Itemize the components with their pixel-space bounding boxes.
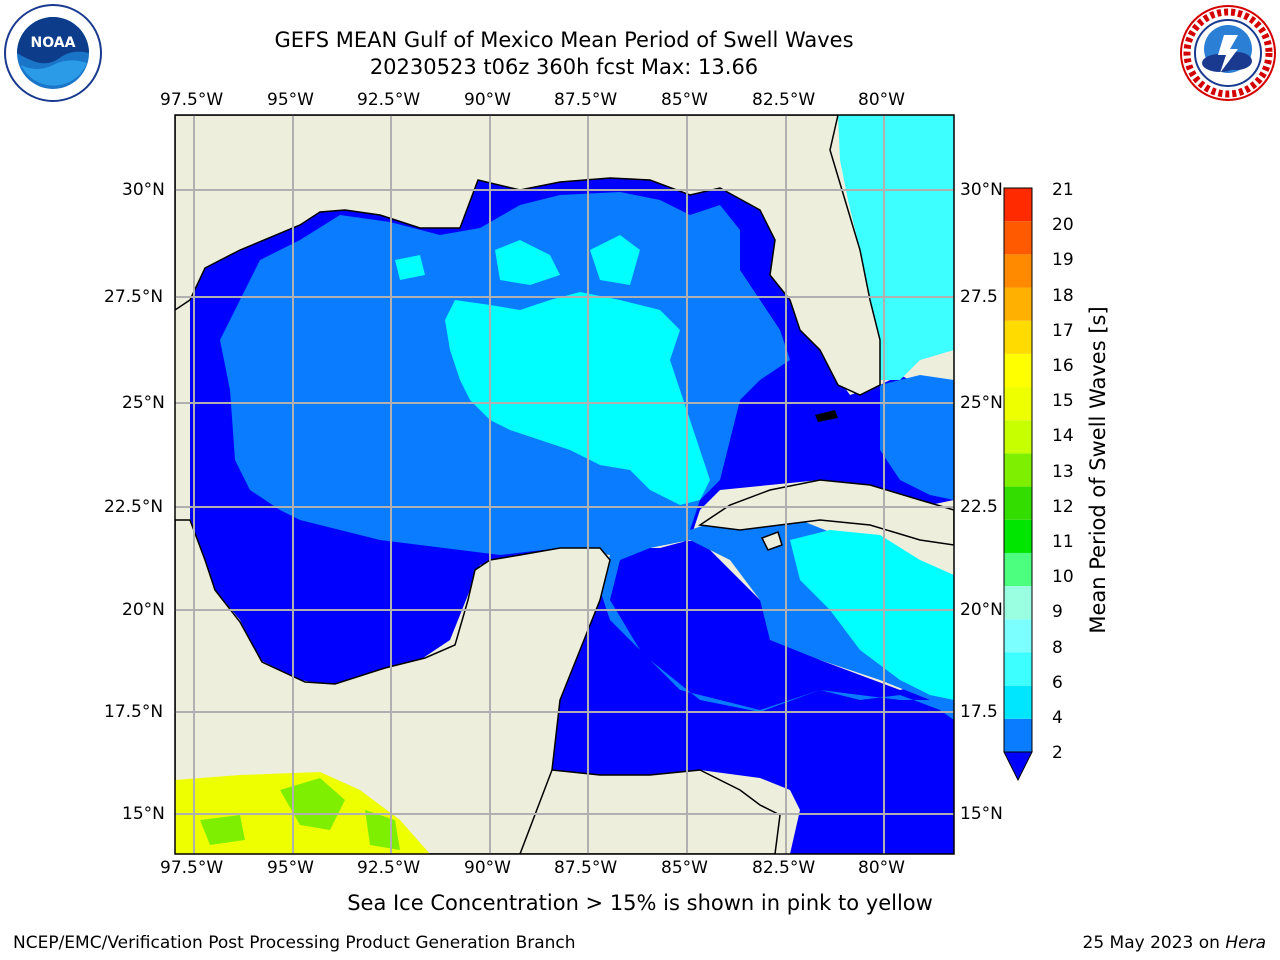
- noaa-logo: NOAA: [4, 4, 102, 102]
- lon-tick-bottom: 90°W: [464, 858, 511, 878]
- atlantic-swell-level-2: [880, 375, 954, 500]
- colorbar-segment: [1004, 718, 1032, 752]
- colorbar-segment: [1004, 652, 1032, 686]
- land-isle-of-youth: [760, 531, 783, 551]
- colorbar-segment: [1004, 586, 1032, 620]
- lon-tick-bottom: 92.5°W: [357, 858, 421, 878]
- colorbar-label: 19: [1052, 250, 1074, 270]
- colorbar-label: 13: [1052, 462, 1074, 482]
- footer-host: Hera: [1225, 933, 1266, 953]
- colorbar-label: 17: [1052, 321, 1074, 341]
- colorbar-segment: [1004, 519, 1032, 553]
- lon-tick-bottom: 95°W: [267, 858, 314, 878]
- colorbar-label: 2: [1052, 743, 1063, 763]
- colorbar-label: 6: [1052, 673, 1063, 693]
- colorbar-label: 8: [1052, 638, 1063, 658]
- colorbar-label: 9: [1052, 602, 1063, 622]
- lat-tick-left: 17.5°N: [104, 702, 164, 722]
- colorbar-frame: [1003, 187, 1033, 753]
- atlantic-swell-level-4: [838, 115, 954, 380]
- lon-tick-bottom: 85°W: [661, 858, 708, 878]
- lat-tick-left: 30°N: [122, 180, 165, 200]
- lon-tick-bottom: 80°W: [858, 858, 905, 878]
- colorbar-segment: [1004, 486, 1032, 520]
- lon-tick-top: 90°W: [464, 90, 511, 110]
- colorbar-segment: [1004, 353, 1032, 388]
- footer-credit: NCEP/EMC/Verification Post Processing Pr…: [13, 933, 576, 953]
- nws-logo: [1180, 5, 1276, 101]
- lat-tick-left: 27.5°N: [104, 287, 164, 307]
- lat-tick-left: 20°N: [122, 600, 165, 620]
- gulf-swell-level-3: [495, 240, 560, 285]
- colorbar-segment: [1004, 685, 1032, 719]
- footer-date-text: 25 May 2023 on: [1082, 933, 1226, 953]
- chart-title: GEFS MEAN Gulf of Mexico Mean Period of …: [274, 28, 854, 52]
- lon-tick-top: 97.5°W: [160, 90, 224, 110]
- lat-tick-left: 25°N: [122, 393, 165, 413]
- colorbar-under-arrow: [1003, 751, 1033, 782]
- colorbar-label: 4: [1052, 708, 1063, 728]
- lat-tick-right: 22.5: [960, 497, 998, 517]
- land-us-gulf-coast: [175, 115, 881, 396]
- colorbar-label: 10: [1052, 567, 1074, 587]
- lat-tick-right: 25°N: [960, 393, 1003, 413]
- lon-tick-top: 92.5°W: [357, 90, 421, 110]
- lat-tick-left: 15°N: [122, 804, 165, 824]
- colorbar-label: 15: [1052, 391, 1074, 411]
- colorbar-segment: [1004, 320, 1032, 354]
- colorbar: [1004, 188, 1032, 752]
- chart-subtitle: 20230523 t06z 360h fcst Max: 13.66: [369, 55, 759, 79]
- lat-tick-right: 27.5: [960, 287, 998, 307]
- colorbar-label: 18: [1052, 286, 1074, 306]
- map-area: [175, 115, 954, 854]
- sea-ice-note: Sea Ice Concentration > 15% is shown in …: [347, 891, 933, 915]
- land-central-america: [519, 769, 781, 854]
- colorbar-segment: [1004, 188, 1032, 222]
- lon-tick-top: 87.5°W: [554, 90, 618, 110]
- seaice-region: [280, 778, 345, 830]
- lon-tick-bottom: 82.5°W: [752, 858, 816, 878]
- colorbar-segment: [1004, 387, 1032, 421]
- caribbean-swell-level-3: [790, 530, 954, 700]
- lon-tick-top: 80°W: [858, 90, 905, 110]
- graticule: [175, 115, 954, 854]
- lon-tick-top: 85°W: [661, 90, 708, 110]
- colorbar-label: 12: [1052, 497, 1074, 517]
- lat-tick-right: 20°N: [960, 600, 1003, 620]
- colorbar-segment: [1004, 287, 1032, 321]
- colorbar-title: Mean Period of Swell Waves [s]: [1086, 306, 1110, 634]
- lon-tick-bottom: 87.5°W: [554, 858, 618, 878]
- footer-date: 25 May 2023 on Hera: [1083, 933, 1267, 953]
- colorbar-label: 16: [1052, 356, 1074, 376]
- map-frame: [174, 114, 955, 855]
- gulf-swell-level-3: [395, 255, 425, 280]
- land-florida-keys: [815, 410, 838, 422]
- colorbar-label: 21: [1052, 180, 1074, 200]
- gulf-swell-level-3: [445, 292, 710, 505]
- colorbar-segment: [1004, 254, 1032, 288]
- colorbar-segment: [1004, 453, 1032, 487]
- colorbar-label: 20: [1052, 215, 1074, 235]
- colorbar-segment: [1004, 221, 1032, 255]
- colorbar-segment: [1004, 420, 1032, 454]
- lon-tick-bottom: 97.5°W: [160, 858, 224, 878]
- colorbar-segment: [1004, 619, 1032, 653]
- seaice-region: [200, 815, 245, 845]
- lon-tick-top: 82.5°W: [752, 90, 816, 110]
- gulf-swell-level-3: [590, 235, 640, 285]
- colorbar-segment: [1004, 552, 1032, 587]
- noaa-logo-text: NOAA: [31, 35, 76, 51]
- lon-tick-top: 95°W: [267, 90, 314, 110]
- lat-tick-right: 17.5: [960, 702, 998, 722]
- lat-tick-left: 22.5°N: [104, 497, 164, 517]
- lat-tick-right: 30°N: [960, 180, 1003, 200]
- colorbar-label: 11: [1052, 532, 1074, 552]
- lat-tick-right: 15°N: [960, 804, 1003, 824]
- colorbar-label: 14: [1052, 426, 1074, 446]
